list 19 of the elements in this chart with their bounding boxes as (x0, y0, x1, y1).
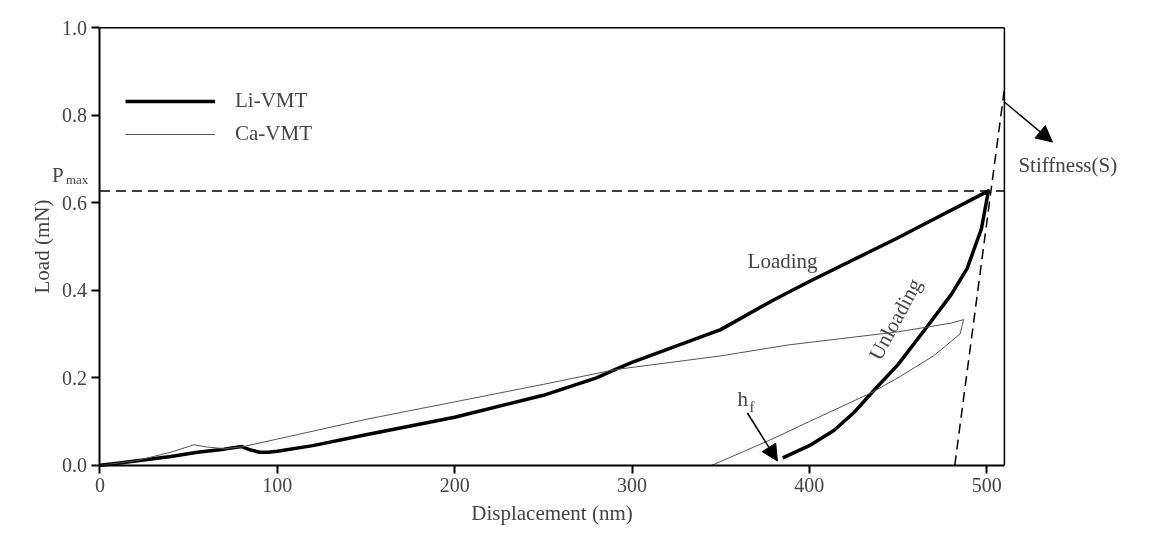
x-tick-label: 300 (617, 474, 647, 497)
x-tick-label: 500 (971, 474, 1002, 497)
y-tick-label: 1.0 (61, 16, 87, 39)
x-tick-label: 100 (262, 474, 293, 497)
y-tick-label: 0.4 (61, 279, 87, 302)
x-axis-title: Displacement (nm) (471, 500, 633, 525)
ref-line-label: Pmax (51, 162, 89, 187)
y-tick-label: 0.8 (61, 104, 87, 127)
y-tick-label: 0.6 (61, 191, 87, 214)
x-tick-label: 0 (94, 474, 105, 497)
x-tick-label: 200 (439, 474, 470, 497)
x-tick-label: 400 (794, 474, 825, 497)
y-axis-title: Load (mN) (29, 199, 54, 294)
annotation: Loading (747, 248, 819, 273)
legend-label: Ca-VMT (235, 121, 312, 146)
text: Stiffness(S) (1018, 153, 1118, 178)
y-tick-label: 0.2 (61, 366, 87, 389)
legend-label: Li-VMT (235, 88, 308, 113)
y-tick-label: 0.0 (61, 454, 87, 477)
